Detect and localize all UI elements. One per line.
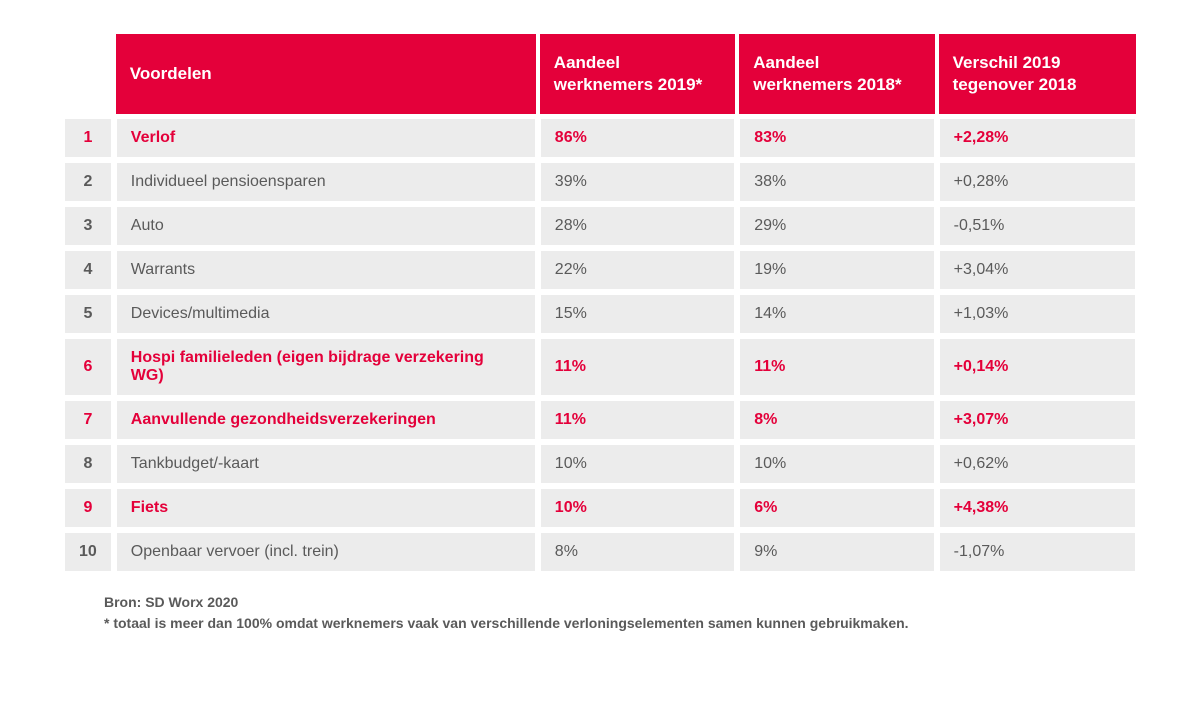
cell-voordeel: Aanvullende gezondheidsverzekeringen	[116, 400, 536, 440]
footnote-note: * totaal is meer dan 100% omdat werkneme…	[104, 613, 1140, 634]
cell-rank: 2	[64, 162, 112, 202]
cell-voordeel: Fiets	[116, 488, 536, 528]
cell-diff: +2,28%	[939, 118, 1136, 158]
header-blank	[64, 34, 112, 114]
cell-2019: 8%	[540, 532, 735, 572]
cell-voordeel: Tankbudget/-kaart	[116, 444, 536, 484]
cell-2019: 86%	[540, 118, 735, 158]
cell-2019: 11%	[540, 338, 735, 396]
header-voordelen: Voordelen	[116, 34, 536, 114]
cell-voordeel: Verlof	[116, 118, 536, 158]
cell-2018: 11%	[739, 338, 934, 396]
cell-voordeel: Individueel pensioensparen	[116, 162, 536, 202]
cell-2018: 19%	[739, 250, 934, 290]
cell-rank: 3	[64, 206, 112, 246]
cell-voordeel: Openbaar vervoer (incl. trein)	[116, 532, 536, 572]
cell-2018: 38%	[739, 162, 934, 202]
cell-2019: 15%	[540, 294, 735, 334]
benefits-table: Voordelen Aandeel werknemers 2019* Aande…	[60, 30, 1140, 576]
cell-rank: 6	[64, 338, 112, 396]
cell-rank: 1	[64, 118, 112, 158]
cell-voordeel: Devices/multimedia	[116, 294, 536, 334]
table-row: 8Tankbudget/-kaart10%10%+0,62%	[64, 444, 1136, 484]
cell-voordeel: Hospi familieleden (eigen bijdrage verze…	[116, 338, 536, 396]
table-row: 1Verlof86%83%+2,28%	[64, 118, 1136, 158]
cell-diff: +4,38%	[939, 488, 1136, 528]
cell-rank: 7	[64, 400, 112, 440]
cell-2019: 10%	[540, 488, 735, 528]
cell-2018: 10%	[739, 444, 934, 484]
cell-2019: 22%	[540, 250, 735, 290]
cell-2018: 29%	[739, 206, 934, 246]
cell-2019: 10%	[540, 444, 735, 484]
cell-diff: +0,62%	[939, 444, 1136, 484]
cell-voordeel: Warrants	[116, 250, 536, 290]
table-header-row: Voordelen Aandeel werknemers 2019* Aande…	[64, 34, 1136, 114]
cell-2018: 6%	[739, 488, 934, 528]
header-2019: Aandeel werknemers 2019*	[540, 34, 735, 114]
cell-diff: +3,07%	[939, 400, 1136, 440]
table-row: 5Devices/multimedia15%14%+1,03%	[64, 294, 1136, 334]
table-row: 2Individueel pensioensparen39%38%+0,28%	[64, 162, 1136, 202]
cell-2019: 28%	[540, 206, 735, 246]
cell-diff: -1,07%	[939, 532, 1136, 572]
footnote-source: Bron: SD Worx 2020	[104, 592, 1140, 613]
cell-2019: 39%	[540, 162, 735, 202]
table-row: 7Aanvullende gezondheidsverzekeringen11%…	[64, 400, 1136, 440]
cell-diff: +0,14%	[939, 338, 1136, 396]
cell-rank: 4	[64, 250, 112, 290]
cell-diff: +0,28%	[939, 162, 1136, 202]
cell-2018: 8%	[739, 400, 934, 440]
header-diff: Verschil 2019 tegenover 2018	[939, 34, 1136, 114]
cell-diff: -0,51%	[939, 206, 1136, 246]
table-row: 4Warrants22%19%+3,04%	[64, 250, 1136, 290]
footnote: Bron: SD Worx 2020 * totaal is meer dan …	[104, 592, 1140, 634]
header-2018: Aandeel werknemers 2018*	[739, 34, 934, 114]
cell-rank: 5	[64, 294, 112, 334]
cell-diff: +3,04%	[939, 250, 1136, 290]
cell-2019: 11%	[540, 400, 735, 440]
cell-voordeel: Auto	[116, 206, 536, 246]
table-row: 3Auto28%29%-0,51%	[64, 206, 1136, 246]
cell-2018: 83%	[739, 118, 934, 158]
cell-2018: 14%	[739, 294, 934, 334]
cell-2018: 9%	[739, 532, 934, 572]
table-row: 9Fiets10%6%+4,38%	[64, 488, 1136, 528]
table-row: 6Hospi familieleden (eigen bijdrage verz…	[64, 338, 1136, 396]
cell-rank: 9	[64, 488, 112, 528]
table-row: 10Openbaar vervoer (incl. trein)8%9%-1,0…	[64, 532, 1136, 572]
cell-rank: 8	[64, 444, 112, 484]
cell-rank: 10	[64, 532, 112, 572]
cell-diff: +1,03%	[939, 294, 1136, 334]
